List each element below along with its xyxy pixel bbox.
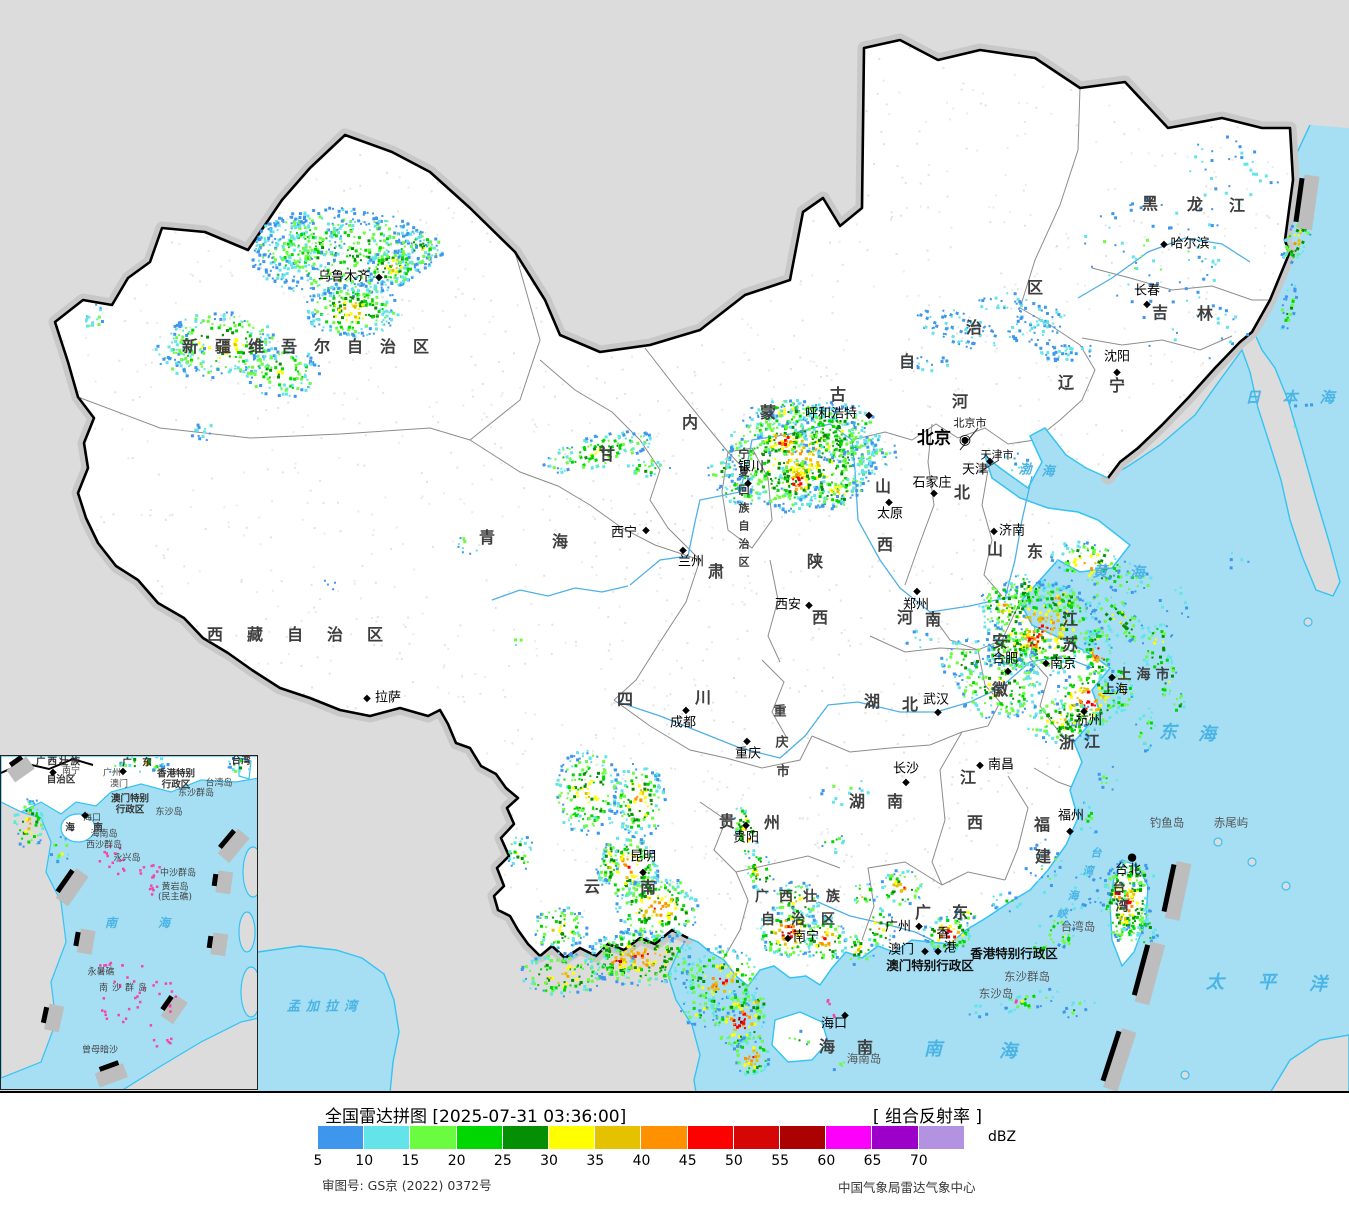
legend-panel: 全国雷达拼图 [2025-07-31 03:36:00] [ 组合反射率 ] 5…: [0, 1093, 1349, 1208]
color-scale-cell: [918, 1126, 965, 1149]
inset-label: 广西壮族: [35, 756, 83, 768]
scale-tick-label: 35: [586, 1153, 605, 1169]
city-marker-icon: ◆: [81, 810, 89, 821]
inset-canvas: [1, 756, 257, 1089]
color-scale-cell: [502, 1126, 550, 1149]
scale-tick-label: 45: [678, 1153, 697, 1169]
scale-tick-label: 40: [632, 1153, 651, 1169]
inset-label: 广州: [102, 768, 122, 779]
color-scale-cell: [826, 1126, 873, 1149]
inset-label: 永暑礁: [87, 967, 115, 978]
color-scale-cell: [780, 1126, 827, 1149]
inset-label: 东沙岛: [155, 807, 183, 818]
color-scale-cell: [318, 1126, 365, 1149]
unit-label: dBZ: [988, 1129, 1017, 1145]
city-marker-icon: ◆: [49, 767, 57, 778]
scale-tick-label: 50: [725, 1153, 743, 1169]
scale-tick-label: 10: [355, 1153, 374, 1169]
scale-tick-label: 15: [401, 1153, 420, 1169]
inset-label: 西沙群岛: [85, 840, 123, 851]
inset-label: 东: [142, 757, 152, 769]
inset-label: 中沙群岛: [159, 868, 197, 879]
inset-sea-label: 南: [104, 916, 118, 930]
city-marker-icon: ◆: [119, 766, 127, 777]
inset-label: 曾母暗沙: [81, 1045, 119, 1056]
color-scale-cell: [733, 1126, 781, 1149]
agency-credit: 中国气象局雷达气象中心: [838, 1180, 976, 1195]
inset-label: 南: [93, 822, 103, 834]
inset-label: 东沙群岛: [177, 788, 215, 799]
south-china-sea-inset: 广西壮族 自治区 南宁 广州广东香港特别 行政区 澳门 澳门特别 行政区 台湾 台湾岛 东沙群岛 东沙…: [0, 755, 258, 1090]
scale-tick-label: 70: [909, 1153, 928, 1169]
inset-label: 广: [122, 757, 132, 769]
inset-label: 海南岛: [90, 829, 118, 840]
inset-label: 香港特别: [156, 768, 196, 780]
inset-label: (民主礁): [157, 892, 193, 903]
scale-tick-label: 30: [540, 1153, 558, 1169]
inset-label: 自治区: [46, 774, 76, 786]
inset-label: 台湾: [231, 755, 251, 767]
scale-tick-label: 55: [771, 1153, 790, 1169]
inset-label: 南宁: [61, 766, 81, 777]
radar-map: 新疆维吾尔自治区西藏自治区青海甘肃内蒙古自治区黑龙江吉林辽宁河北山西陕西山东河南…: [0, 0, 1349, 1093]
inset-label: 永兴岛: [113, 853, 141, 864]
scale-tick-label: 25: [493, 1153, 512, 1169]
inset-sea-label: 海: [157, 916, 171, 930]
inset-label: 南沙群岛: [98, 983, 152, 994]
inset-label: 澳门: [109, 779, 129, 790]
color-scale-cell: [687, 1126, 734, 1149]
inset-label: 行政区: [115, 804, 145, 816]
license-number: 审图号: GS京 (2022) 0372号: [322, 1178, 492, 1193]
color-scale-cell: [456, 1126, 503, 1149]
color-scale-cell: [872, 1126, 919, 1149]
inset-label: 海口: [82, 813, 102, 824]
color-scale-cell: [549, 1126, 596, 1149]
inset-labels-layer: 广西壮族 自治区 南宁 广州广东香港特别 行政区 澳门 澳门特别 行政区 台湾 台湾岛 东沙群岛 东沙…: [1, 756, 257, 1089]
inset-label: 行政区: [161, 779, 191, 791]
scale-tick-label: 60: [817, 1153, 836, 1169]
inset-label: 海: [65, 822, 75, 834]
inset-label: 台湾岛: [205, 778, 233, 789]
color-scale-cell: [364, 1126, 411, 1149]
scale-tick-label: 20: [447, 1153, 466, 1169]
product-label: [ 组合反射率 ]: [872, 1107, 982, 1127]
color-scale-cell: [410, 1126, 457, 1149]
color-scale-cell: [641, 1126, 688, 1149]
inset-label: 黄岩岛: [161, 882, 189, 893]
map-title: 全国雷达拼图 [2025-07-31 03:36:00]: [325, 1107, 627, 1127]
inset-label: 澳门特别: [110, 793, 150, 805]
scale-tick-label: 65: [863, 1153, 882, 1169]
color-scale-ticks: 5 10 15 20 25 30 35 40 45 50 55 60 65 70: [0, 1153, 1349, 1169]
color-scale-bar: [318, 1126, 965, 1149]
scale-tick-label: 5: [313, 1153, 323, 1169]
color-scale-cell: [595, 1126, 642, 1149]
